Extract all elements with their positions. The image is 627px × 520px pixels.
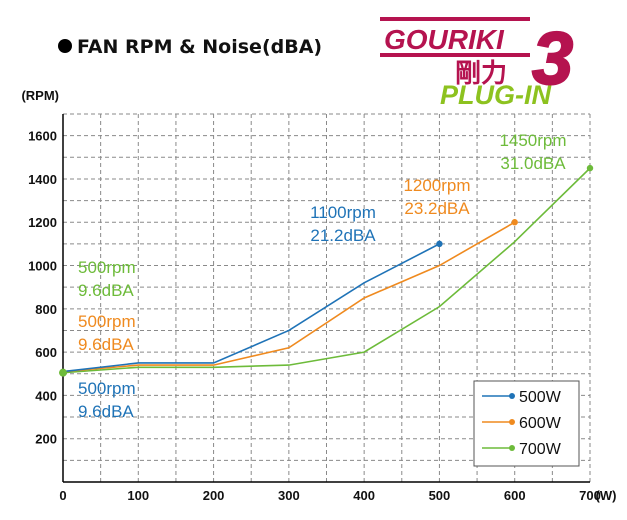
series-line-600W <box>62 221 516 373</box>
y-tick-label: 600 <box>35 345 57 360</box>
x-tick-label: 700 <box>579 488 601 503</box>
logo-number: 3 <box>532 17 573 100</box>
legend-marker-600W <box>509 419 515 425</box>
legend-label: 600W <box>519 415 562 432</box>
data-label-500W: 9.6dBA <box>78 402 134 421</box>
axes: 0 100 200 300 400 500 600 700 200 400 600 800 1000 12… <box>21 88 616 503</box>
x-tick-label: 100 <box>127 488 149 503</box>
x-tick-label: 400 <box>353 488 375 503</box>
series-layer <box>59 164 594 377</box>
y-tick-label: 200 <box>35 432 57 447</box>
y-tick-label: 800 <box>35 302 57 317</box>
data-label-500W: 1100rpm <box>310 203 376 222</box>
data-label-700W: 9.6dBA <box>78 281 134 300</box>
data-label-600W: 1200rpm <box>403 176 470 195</box>
chart-title: FAN RPM & Noise(dBA) <box>77 36 322 58</box>
y-tick-label: 1400 <box>28 172 57 187</box>
legend-label: 500W <box>519 389 562 406</box>
x-tick-label: 0 <box>59 488 66 503</box>
title-bullet-icon <box>58 39 72 53</box>
legend-marker-700W <box>509 445 515 451</box>
legend: 500W 600W 700W <box>473 380 580 467</box>
x-tick-label: 200 <box>203 488 225 503</box>
series-line-700W <box>62 167 591 374</box>
series-end-point-600W <box>511 219 518 226</box>
logo-sub: PLUG-IN <box>440 80 551 110</box>
data-label-600W: 9.6dBA <box>78 335 134 354</box>
data-label-600W: 500rpm <box>78 312 136 331</box>
x-tick-label: 500 <box>429 488 451 503</box>
annotations: 1100rpm 21.2dBA 1200rpm 23.2dBA 1450rpm 31.0d… <box>78 131 567 421</box>
data-label-700W: 1450rpm <box>499 131 566 150</box>
x-tick-label: 600 <box>504 488 526 503</box>
y-axis-label: (RPM) <box>21 88 59 103</box>
legend-label: 700W <box>519 441 562 458</box>
y-tick-label: 1200 <box>28 215 57 230</box>
series-start-point <box>59 368 67 377</box>
logo-word: GOURIKI <box>384 24 505 55</box>
data-label-600W: 23.2dBA <box>404 199 470 218</box>
x-tick-label: 300 <box>278 488 300 503</box>
data-label-700W: 500rpm <box>78 258 136 277</box>
y-tick-label: 1600 <box>28 129 57 144</box>
series-line-500W <box>62 243 440 373</box>
gouriki-logo: GOURIKI 剛力 3 PLUG-IN <box>380 16 574 110</box>
series-end-point-700W <box>586 164 594 172</box>
data-label-500W: 21.2dBA <box>310 226 376 245</box>
legend-box <box>473 380 580 467</box>
logo-kanji: 剛力 <box>455 59 507 89</box>
data-label-700W: 31.0dBA <box>500 154 566 173</box>
y-tick-label: 400 <box>35 388 57 403</box>
y-tick-label: 1000 <box>28 259 57 274</box>
x-axis-label: (W) <box>596 488 617 503</box>
grid <box>63 113 591 482</box>
legend-marker-500W <box>509 393 515 399</box>
series-end-point-500W <box>436 240 443 248</box>
data-label-500W: 500rpm <box>78 379 136 398</box>
